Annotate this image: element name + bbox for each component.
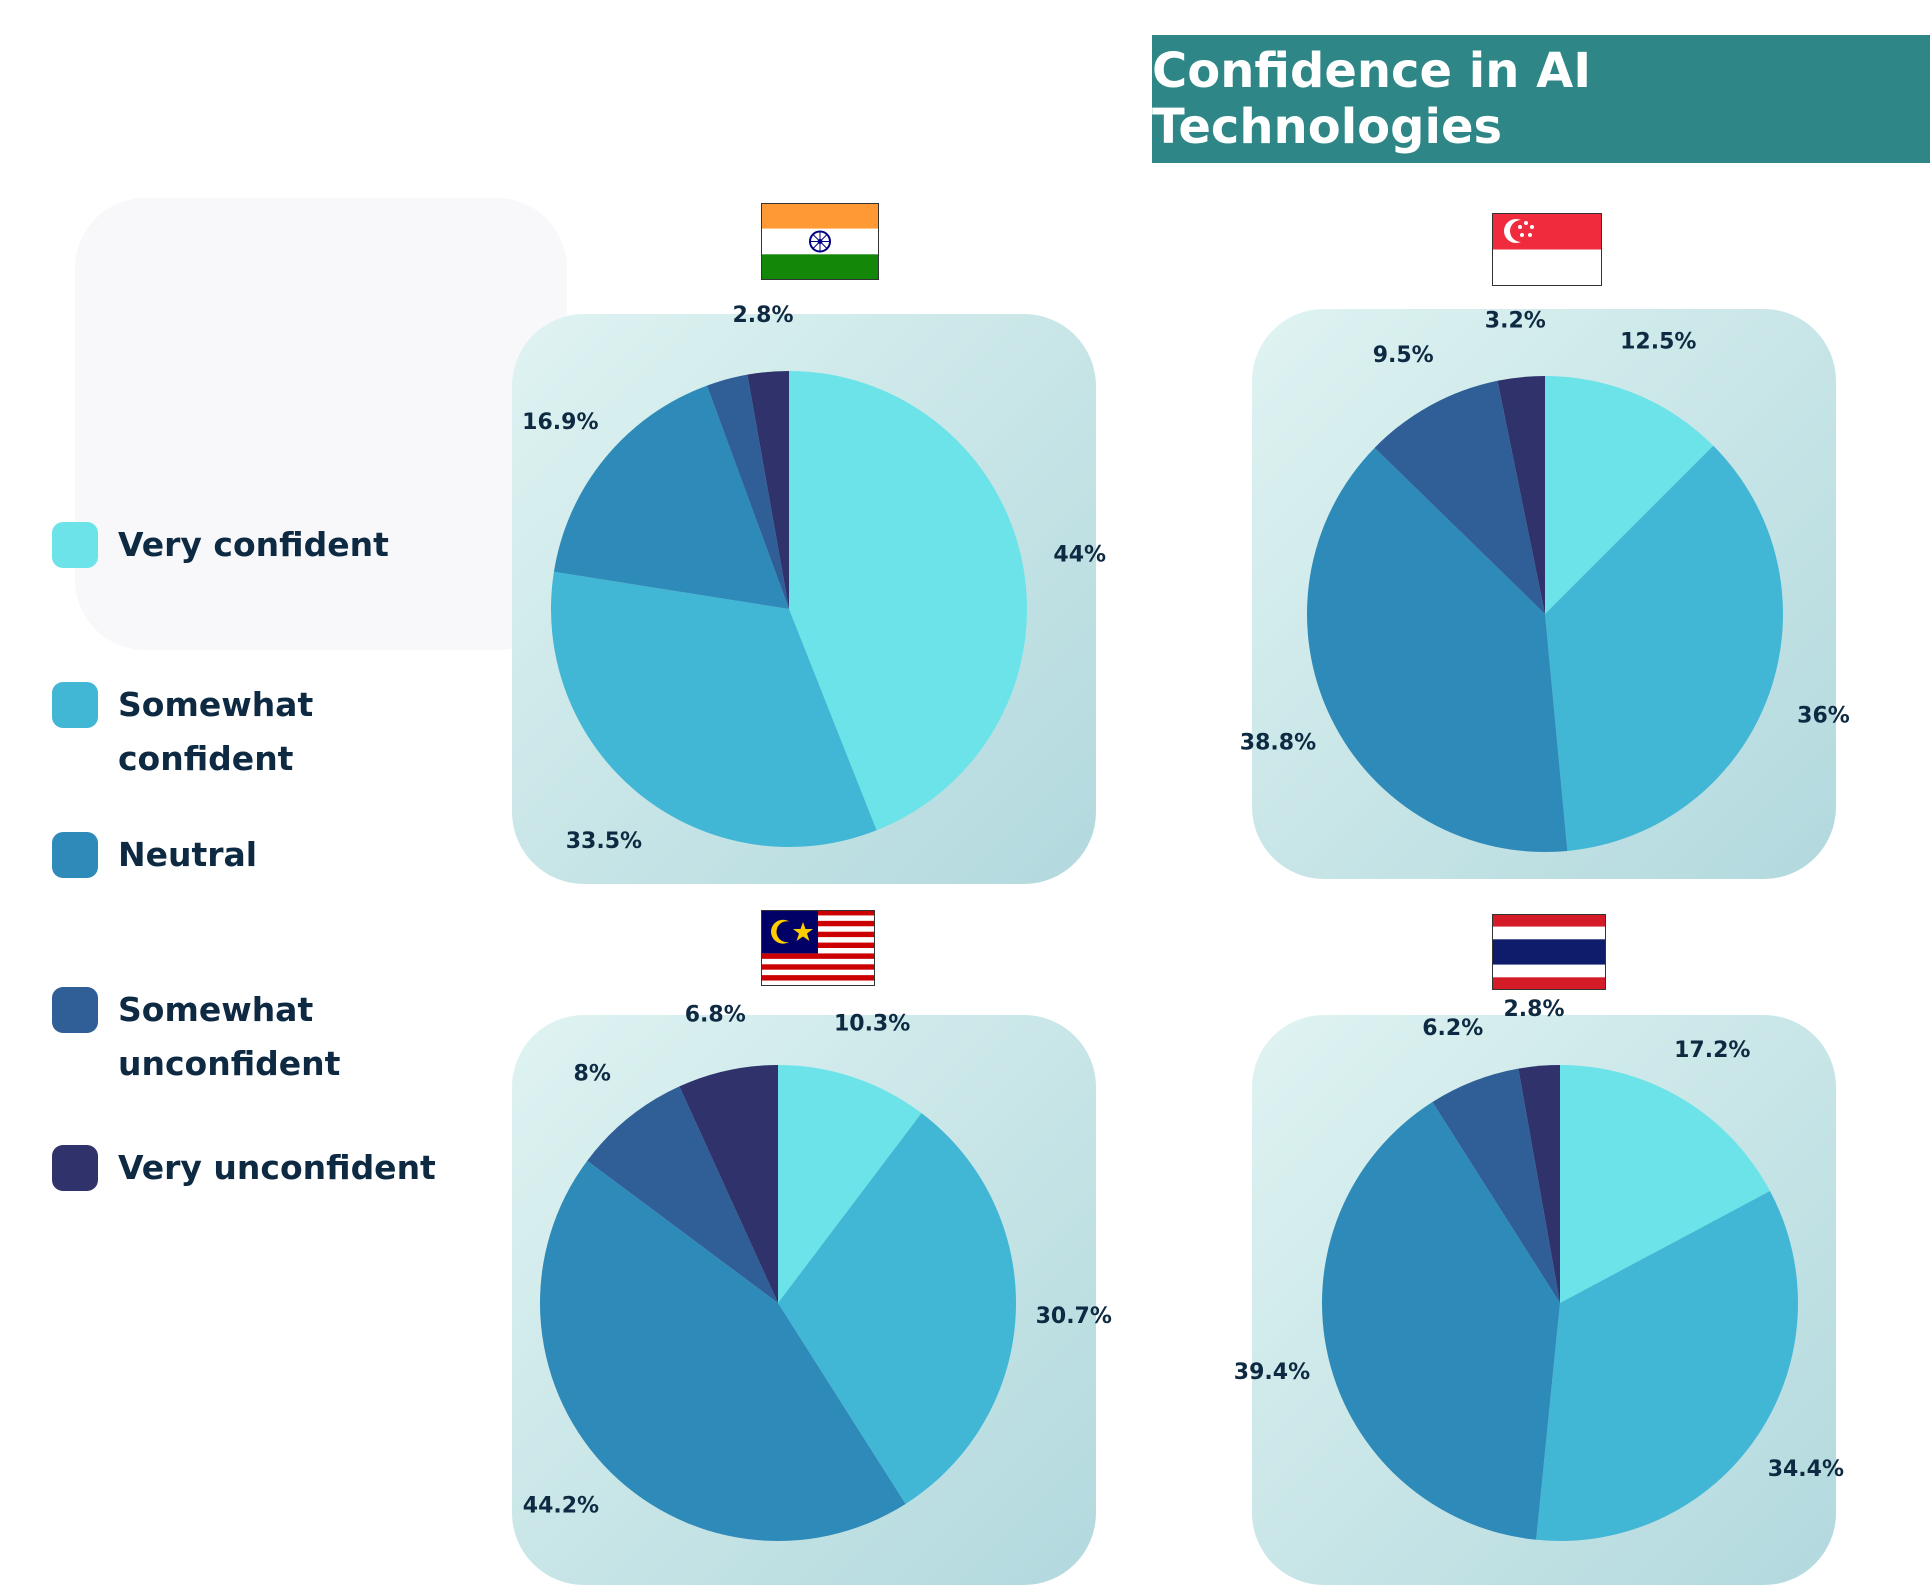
legend-label-somewhat-unconfident: Somewhat unconfident	[118, 990, 341, 1083]
india-flag	[761, 203, 879, 280]
legend-label-very-confident: Very confident	[118, 525, 389, 564]
legend: Very confident Somewhat confident Neutra…	[52, 0, 472, 1596]
legend-swatch-somewhat-confident	[52, 682, 98, 728]
legend-swatch-very-confident	[52, 522, 98, 568]
singapore-flag	[1492, 213, 1602, 286]
india-panel	[512, 314, 1096, 884]
legend-label-very-unconfident: Very unconfident	[118, 1148, 436, 1187]
thailand-panel	[1252, 1015, 1836, 1585]
malaysia-flag	[761, 910, 875, 986]
legend-swatch-very-unconfident	[52, 1145, 98, 1191]
singapore-panel	[1252, 309, 1836, 879]
malaysia-panel	[512, 1015, 1096, 1585]
legend-label-somewhat-confident: Somewhat confident	[118, 685, 314, 778]
legend-label-neutral: Neutral	[118, 835, 258, 874]
thailand-flag	[1492, 914, 1606, 990]
background-card	[75, 198, 567, 650]
legend-swatch-somewhat-unconfident	[52, 987, 98, 1033]
legend-swatch-neutral	[52, 832, 98, 878]
chart-title: Confidence in AI Technologies	[1152, 35, 1930, 163]
